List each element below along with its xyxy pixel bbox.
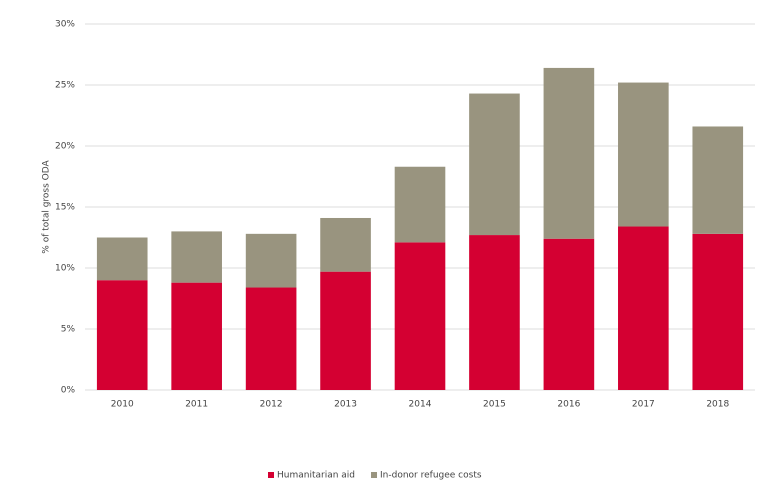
x-tick-label: 2012: [260, 400, 283, 410]
bar-segment: [394, 242, 446, 390]
y-tick-label: 20%: [55, 142, 75, 152]
bar-segment: [469, 93, 520, 236]
bar-segment: [394, 166, 446, 243]
bar-segment: [96, 237, 148, 281]
x-tick-label: 2010: [111, 400, 134, 410]
legend-label: Humanitarian aid: [277, 471, 355, 481]
bar-segment: [543, 67, 595, 239]
y-tick-label: 5%: [61, 325, 76, 335]
bar-segment: [320, 271, 371, 390]
bar-segment: [245, 287, 297, 390]
y-tick-label: 0%: [61, 386, 76, 396]
x-tick-label: 2014: [409, 400, 432, 410]
x-tick-label: 2018: [706, 400, 729, 410]
bar-segment: [171, 231, 222, 283]
y-tick-label: 10%: [55, 264, 75, 274]
x-tick-label: 2016: [557, 400, 580, 410]
bar-segment: [469, 235, 520, 390]
legend-swatch: [371, 472, 378, 478]
bar-segment: [692, 126, 744, 234]
bar-segment: [245, 233, 297, 288]
bar-segment: [618, 82, 669, 227]
bar-segment: [320, 217, 371, 272]
legend-label: In-donor refugee costs: [380, 471, 482, 481]
bar-segment: [96, 280, 148, 390]
y-tick-label: 25%: [55, 81, 75, 91]
bar-segment: [692, 233, 744, 390]
x-tick-label: 2011: [185, 400, 208, 410]
x-tick-label: 2017: [632, 400, 655, 410]
x-tick-label: 2015: [483, 400, 506, 410]
bar-segment: [618, 226, 669, 390]
legend-swatch: [268, 472, 274, 478]
bar-segment: [543, 238, 595, 390]
x-tick-label: 2013: [334, 400, 357, 410]
bar-segment: [171, 282, 222, 390]
y-tick-label: 15%: [55, 203, 75, 213]
y-tick-label: 30%: [55, 20, 75, 30]
y-axis-label: % of total gross ODA: [42, 159, 52, 253]
